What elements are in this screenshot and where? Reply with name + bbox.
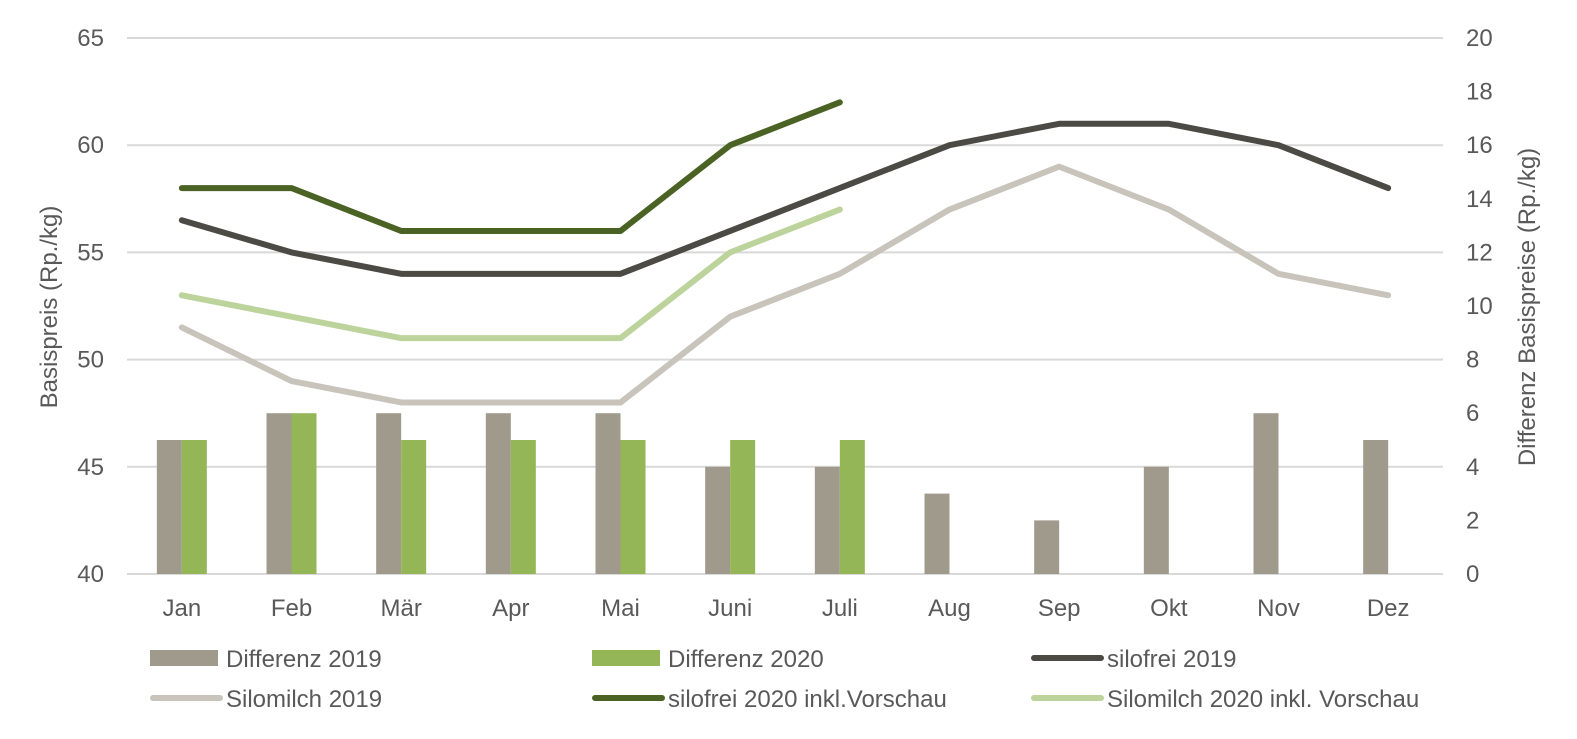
- bar: [595, 413, 621, 574]
- y-left-tick-label: 60: [77, 132, 104, 159]
- series-line: [178, 120, 1392, 277]
- x-tick-label: Apr: [492, 595, 529, 622]
- x-tick-label: Jan: [162, 595, 201, 622]
- bar: [924, 493, 950, 574]
- bar: [401, 440, 427, 574]
- bar: [181, 440, 207, 574]
- series-line: [178, 99, 843, 234]
- bar: [376, 413, 402, 574]
- bar: [814, 466, 840, 574]
- y-right-tick-label: 8: [1466, 347, 1479, 374]
- bar: [1363, 440, 1389, 574]
- y-right-tick-label: 2: [1466, 507, 1479, 534]
- x-tick-label: Sep: [1038, 595, 1081, 622]
- x-tick-label: Okt: [1150, 595, 1188, 622]
- x-tick-label: Juli: [822, 595, 858, 622]
- bar: [839, 440, 865, 574]
- y-right-tick-label: 4: [1466, 454, 1479, 481]
- bar: [620, 440, 646, 574]
- bar: [730, 440, 756, 574]
- x-tick-label: Juni: [708, 595, 752, 622]
- legend-swatch: [150, 650, 218, 666]
- legend-label: Silomilch 2019: [226, 686, 382, 713]
- bar: [291, 413, 317, 574]
- y-left-tick-label: 40: [77, 561, 104, 588]
- y-right-tick-label: 0: [1466, 561, 1479, 588]
- legend-label: Silomilch 2020 inkl. Vorschau: [1107, 686, 1419, 713]
- bar: [156, 440, 182, 574]
- series-line: [178, 206, 843, 342]
- x-tick-label: Dez: [1367, 595, 1410, 622]
- y-right-tick-label: 20: [1466, 25, 1493, 52]
- x-tick-label: Mär: [380, 595, 421, 622]
- y-right-tick-label: 14: [1466, 186, 1493, 213]
- y-left-tick-label: 45: [77, 454, 104, 481]
- bar: [1143, 466, 1169, 574]
- bar: [1034, 520, 1060, 574]
- bar: [1253, 413, 1279, 574]
- y-left-tick-label: 55: [77, 239, 104, 266]
- y-right-tick-label: 10: [1466, 293, 1493, 320]
- y-right-tick-label: 6: [1466, 400, 1479, 427]
- y-left-tick-label: 50: [77, 347, 104, 374]
- bar: [510, 440, 536, 574]
- y-left-tick-label: 65: [77, 25, 104, 52]
- legend-swatch: [592, 650, 660, 666]
- series-line: [178, 163, 1392, 406]
- y-axis-left-title: Basispreis (Rp./kg): [36, 206, 63, 409]
- legend-label: Differenz 2019: [226, 646, 382, 673]
- bar: [705, 466, 731, 574]
- y-right-tick-label: 16: [1466, 132, 1493, 159]
- legend-label: silofrei 2019: [1107, 646, 1236, 673]
- legend-label: silofrei 2020 inkl.Vorschau: [668, 686, 947, 713]
- x-tick-label: Aug: [928, 595, 971, 622]
- y-right-tick-label: 12: [1466, 239, 1493, 266]
- y-axis-right-title: Differenz Basispreise (Rp./kg): [1514, 148, 1541, 466]
- x-tick-label: Feb: [271, 595, 312, 622]
- legend-label: Differenz 2020: [668, 646, 824, 673]
- y-right-tick-label: 18: [1466, 79, 1493, 106]
- x-tick-label: Mai: [601, 595, 640, 622]
- x-tick-label: Nov: [1257, 595, 1300, 622]
- bar: [485, 413, 511, 574]
- bar: [266, 413, 292, 574]
